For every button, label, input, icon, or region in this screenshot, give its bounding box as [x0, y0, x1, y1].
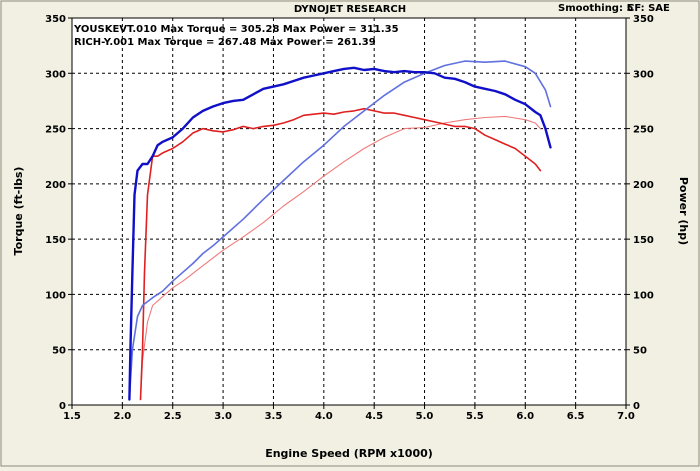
y-axis-right-label: Power (hp): [677, 177, 690, 245]
y-tick-label-right: 300: [633, 69, 654, 80]
x-tick-label: 2.5: [164, 411, 182, 422]
run-annotation-2: RICH-Y.001 Max Torque = 267.48 Max Power…: [74, 37, 376, 48]
y-tick-label-left: 0: [59, 401, 66, 412]
y-tick-label-right: 200: [633, 180, 654, 191]
smoothing-label: Smoothing: 5: [558, 3, 633, 14]
series-line-youskevt-010-power: [128, 60, 552, 401]
x-tick-label: 5.0: [416, 411, 434, 422]
grid: [68, 17, 630, 409]
series-group: [128, 60, 552, 401]
cf-label: CF: SAE: [627, 3, 670, 14]
chart-title: DYNOJET RESEARCH: [294, 4, 406, 15]
series-line-rich-y-001-torque: [139, 107, 542, 401]
tick-labels: 1.5 2.0 2.5 3.0 3.5 4.0 4.5 5.0 5.5 6.0 6.5 7.00 050…: [45, 14, 654, 422]
plot-area: [71, 17, 627, 406]
y-tick-label-right: 150: [633, 235, 654, 246]
series-line-youskevt-010-torque: [128, 66, 552, 401]
x-tick-label: 2.0: [114, 411, 132, 422]
y-tick-label-right: 0: [633, 401, 640, 412]
x-tick-label: 4.5: [365, 411, 383, 422]
y-tick-label-left: 250: [45, 125, 66, 136]
x-axis-label: Engine Speed (RPM x1000): [265, 447, 433, 460]
x-tick-label: 1.5: [63, 411, 81, 422]
series-line-rich-y-001-power: [139, 115, 541, 401]
y-tick-label-left: 50: [52, 346, 66, 357]
y-tick-label-right: 250: [633, 125, 654, 136]
x-tick-label: 3.5: [265, 411, 283, 422]
y-axis-left-label: Torque (ft-lbs): [12, 167, 25, 256]
run-annotation-1: YOUSKEVT.010 Max Torque = 305.28 Max Pow…: [73, 24, 399, 35]
y-tick-label-left: 350: [45, 14, 66, 25]
y-tick-label-right: 50: [633, 346, 647, 357]
x-tick-label: 7.0: [617, 411, 635, 422]
y-tick-label-left: 300: [45, 69, 66, 80]
x-tick-label: 3.0: [214, 411, 232, 422]
x-tick-label: 4.0: [315, 411, 333, 422]
y-tick-label-right: 350: [633, 14, 654, 25]
x-tick-label: 6.0: [516, 411, 534, 422]
y-tick-label-left: 150: [45, 235, 66, 246]
x-tick-label: 5.5: [466, 411, 484, 422]
y-tick-label-left: 200: [45, 180, 66, 191]
y-tick-label-right: 100: [633, 290, 654, 301]
y-tick-label-left: 100: [45, 290, 66, 301]
x-tick-label: 6.5: [567, 411, 585, 422]
